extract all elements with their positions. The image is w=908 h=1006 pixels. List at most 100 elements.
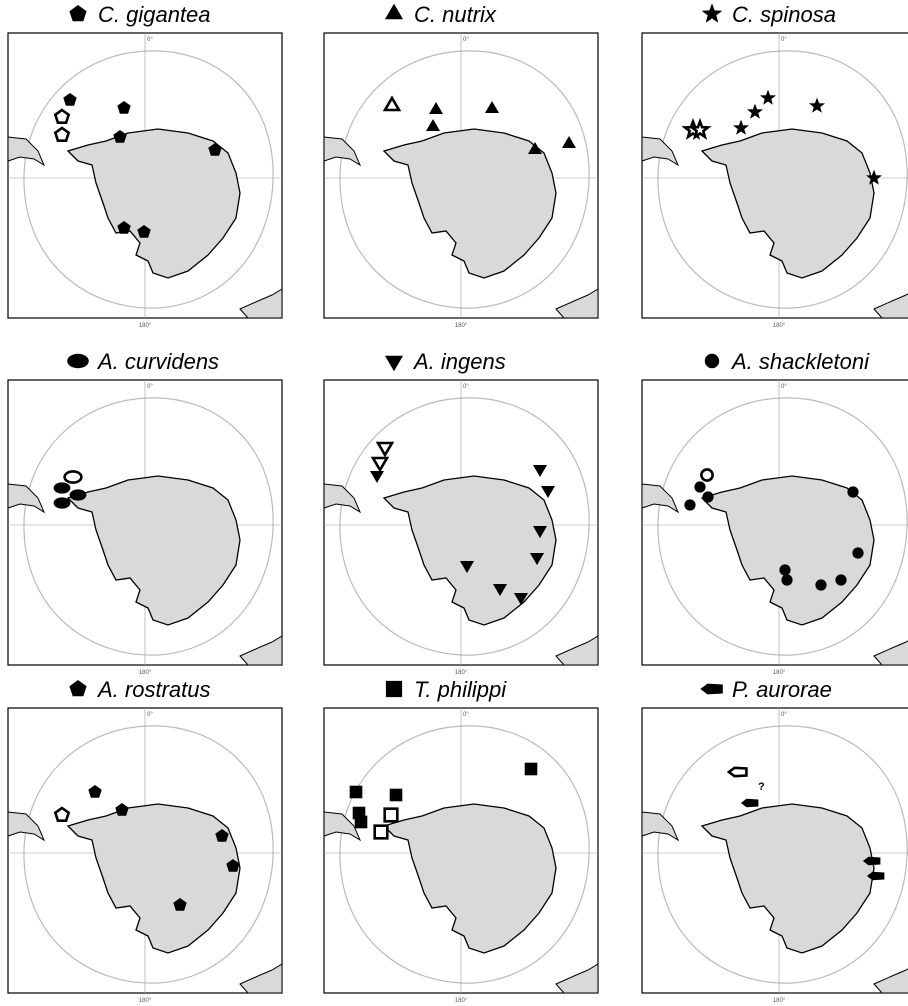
- marker: [385, 3, 403, 20]
- map-panel: 0° 180° A. shackletoni: [641, 349, 908, 676]
- marker: [541, 486, 555, 498]
- top-label: 0°: [147, 384, 153, 390]
- marker: [63, 470, 83, 484]
- marker: [115, 803, 129, 816]
- marker: [429, 102, 443, 114]
- marker: [137, 225, 151, 238]
- marker: [349, 785, 363, 799]
- title-group: C. nutrix: [385, 2, 497, 27]
- marker: [373, 824, 389, 840]
- marker: [53, 126, 71, 142]
- map-panel: 0° 180°? P. aurorae: [641, 677, 908, 1004]
- top-label: 0°: [781, 712, 787, 718]
- marker: [702, 491, 714, 503]
- marker: [383, 807, 399, 823]
- marker: [53, 806, 71, 822]
- top-label: 0°: [463, 37, 469, 43]
- title-group: P. aurorae: [700, 677, 832, 702]
- top-label: 0°: [463, 712, 469, 718]
- marker: [862, 856, 881, 866]
- marker: [684, 499, 696, 511]
- marker: [740, 798, 759, 808]
- marker: [847, 486, 859, 498]
- marker: [528, 142, 542, 154]
- bottom-label: 180°: [139, 670, 152, 676]
- marker: [809, 97, 825, 113]
- panel-title: C. spinosa: [732, 2, 836, 27]
- title-group: C. gigantea: [69, 2, 211, 27]
- panel-title: C. gigantea: [98, 2, 211, 27]
- marker: [382, 95, 402, 112]
- map-panel: 0° 180° C. gigantea: [7, 2, 283, 329]
- annotation: ?: [758, 781, 765, 793]
- marker: [69, 489, 87, 501]
- top-label: 0°: [147, 37, 153, 43]
- marker: [69, 680, 87, 697]
- map-panel: 0° 180° A. rostratus: [7, 677, 283, 1004]
- marker: [530, 553, 544, 566]
- map-panel: 0° 180° T. philippi: [323, 677, 599, 1004]
- marker: [226, 859, 240, 872]
- bottom-label: 180°: [455, 323, 468, 329]
- marker: [173, 898, 187, 911]
- map-panel: 0° 180° C. nutrix: [323, 2, 599, 329]
- title-group: A. shackletoni: [704, 349, 870, 374]
- marker: [781, 574, 793, 586]
- marker: [533, 526, 547, 539]
- marker: [747, 103, 763, 119]
- title-group: A. rostratus: [69, 677, 210, 702]
- marker: [866, 169, 882, 185]
- marker: [53, 108, 71, 124]
- panel-title: A. ingens: [412, 349, 506, 374]
- panel-title: C. nutrix: [414, 2, 497, 27]
- marker: [88, 785, 102, 798]
- marker: [733, 119, 749, 135]
- top-label: 0°: [147, 712, 153, 718]
- marker: [688, 117, 712, 140]
- marker: [426, 119, 440, 131]
- marker: [866, 871, 885, 881]
- title-group: A. ingens: [385, 349, 506, 374]
- title-group: A. curvidens: [67, 349, 219, 374]
- marker: [760, 89, 776, 105]
- marker: [69, 5, 87, 22]
- marker: [370, 456, 390, 473]
- marker: [562, 136, 576, 148]
- marker: [67, 353, 89, 369]
- marker: [385, 680, 403, 698]
- bottom-label: 180°: [139, 998, 152, 1004]
- marker: [694, 481, 706, 493]
- marker: [485, 101, 499, 113]
- marker: [533, 465, 547, 477]
- marker: [375, 441, 395, 458]
- panel-title: A. rostratus: [96, 677, 210, 702]
- title-group: T. philippi: [385, 677, 507, 702]
- marker: [815, 579, 827, 591]
- bottom-label: 180°: [455, 998, 468, 1004]
- marker: [215, 829, 229, 842]
- marker: [460, 561, 474, 574]
- map-panel: 0° 180° C. spinosa: [641, 2, 908, 329]
- marker: [493, 584, 507, 597]
- marker: [117, 101, 131, 114]
- marker: [53, 482, 71, 494]
- marker: [704, 353, 720, 369]
- bottom-label: 180°: [773, 670, 786, 676]
- marker: [835, 574, 847, 586]
- marker: [514, 593, 528, 606]
- marker: [726, 766, 748, 778]
- marker: [63, 93, 77, 106]
- bottom-label: 180°: [773, 323, 786, 329]
- marker: [354, 815, 368, 829]
- panel-title: A. curvidens: [96, 349, 219, 374]
- map-panel: 0° 180° A. curvidens: [7, 349, 283, 676]
- marker: [117, 221, 131, 234]
- top-label: 0°: [463, 384, 469, 390]
- top-label: 0°: [781, 37, 787, 43]
- marker: [53, 497, 71, 509]
- title-group: C. spinosa: [701, 2, 836, 27]
- map-panel: 0° 180° A. ingens: [323, 349, 599, 676]
- marker: [370, 471, 384, 483]
- bottom-label: 180°: [455, 670, 468, 676]
